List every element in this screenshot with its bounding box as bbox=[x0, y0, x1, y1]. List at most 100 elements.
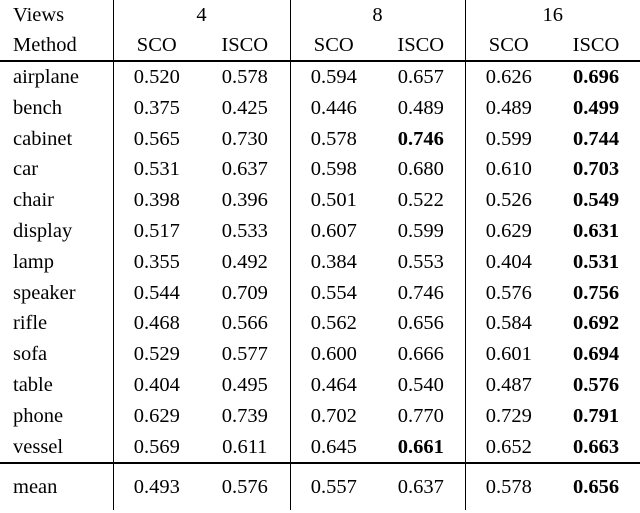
value-cell: 0.594 bbox=[289, 61, 377, 93]
value-cell: 0.610 bbox=[464, 154, 552, 186]
value-cell: 0.566 bbox=[221, 312, 268, 335]
value-cell: 0.425 bbox=[221, 96, 268, 119]
value-cell: 0.694 bbox=[572, 343, 620, 366]
method-cell: cabinet bbox=[13, 127, 73, 150]
table-row: car 0.531 0.637 0.598 0.680 0.610 0.703 bbox=[0, 154, 640, 186]
value-cell: 0.526 bbox=[464, 185, 552, 216]
value-cell: 0.562 bbox=[289, 308, 377, 340]
table-row: vessel 0.569 0.611 0.645 0.661 0.652 0.663 bbox=[0, 431, 640, 464]
table-body: airplane 0.520 0.578 0.594 0.657 0.626 0.696 be… bbox=[0, 61, 640, 511]
value-cell: 0.544 bbox=[112, 277, 200, 309]
value-cell: 0.629 bbox=[464, 215, 552, 247]
value-cell: 0.696 bbox=[572, 66, 620, 88]
group-header-8: 8 bbox=[289, 0, 465, 30]
value-cell: 0.791 bbox=[572, 404, 620, 427]
table-row: bench 0.375 0.425 0.446 0.489 0.489 0.499 bbox=[0, 92, 640, 124]
value-cell: 0.626 bbox=[464, 61, 552, 93]
value-cell: 0.489 bbox=[464, 92, 552, 124]
table-row: display 0.517 0.533 0.607 0.599 0.629 0.631 bbox=[0, 215, 640, 247]
value-cell: 0.770 bbox=[397, 404, 444, 427]
value-cell: 0.522 bbox=[397, 189, 444, 212]
value-cell: 0.576 bbox=[464, 277, 552, 309]
col-header-sco-16: SCO bbox=[464, 30, 552, 62]
value-cell: 0.578 bbox=[289, 123, 377, 155]
value-cell: 0.739 bbox=[221, 404, 268, 427]
value-cell: 0.489 bbox=[397, 96, 444, 119]
value-cell: 0.756 bbox=[572, 281, 620, 304]
value-cell: 0.656 bbox=[397, 312, 444, 335]
value-cell: 0.355 bbox=[112, 246, 200, 278]
method-cell: sofa bbox=[13, 343, 48, 366]
value-cell: 0.709 bbox=[221, 281, 268, 304]
mean-row: mean 0.493 0.576 0.557 0.637 0.578 0.656 bbox=[0, 462, 640, 511]
value-cell: 0.404 bbox=[112, 369, 200, 401]
group-header-16: 16 bbox=[464, 0, 640, 30]
value-cell: 0.501 bbox=[289, 185, 377, 216]
method-cell: table bbox=[13, 373, 53, 396]
table-row: table 0.404 0.495 0.464 0.540 0.487 0.576 bbox=[0, 369, 640, 401]
table-row: cabinet 0.565 0.730 0.578 0.746 0.599 0.744 bbox=[0, 123, 640, 155]
value-cell: 0.493 bbox=[112, 462, 200, 511]
value-cell: 0.540 bbox=[397, 373, 444, 396]
value-cell: 0.656 bbox=[552, 462, 640, 511]
table-row: rifle 0.468 0.566 0.562 0.656 0.584 0.692 bbox=[0, 308, 640, 340]
value-cell: 0.499 bbox=[572, 96, 620, 119]
value-cell: 0.578 bbox=[221, 66, 268, 88]
value-cell: 0.601 bbox=[464, 339, 552, 370]
value-cell: 0.578 bbox=[464, 462, 552, 511]
value-cell: 0.744 bbox=[572, 127, 620, 150]
method-cell: bench bbox=[13, 96, 62, 119]
value-cell: 0.517 bbox=[112, 215, 200, 247]
table-header: Views 4 8 16 Method SCO ISCO SCO ISCO SC… bbox=[0, 0, 640, 62]
value-cell: 0.533 bbox=[221, 219, 268, 242]
value-cell: 0.404 bbox=[464, 246, 552, 278]
method-cell: mean bbox=[0, 462, 113, 511]
col-header-sco-8: SCO bbox=[289, 30, 377, 62]
method-cell: lamp bbox=[13, 250, 54, 273]
table-row: sofa 0.529 0.577 0.600 0.666 0.601 0.694 bbox=[0, 339, 640, 370]
method-cell: chair bbox=[13, 189, 54, 212]
value-cell: 0.468 bbox=[112, 308, 200, 340]
value-cell: 0.599 bbox=[464, 123, 552, 155]
value-cell: 0.569 bbox=[112, 431, 200, 464]
value-cell: 0.666 bbox=[397, 343, 444, 366]
value-cell: 0.637 bbox=[221, 158, 268, 181]
table-row: chair 0.398 0.396 0.501 0.522 0.526 0.549 bbox=[0, 185, 640, 216]
col-header-isco-4: ISCO bbox=[200, 30, 290, 62]
value-cell: 0.600 bbox=[289, 339, 377, 370]
value-cell: 0.637 bbox=[377, 462, 465, 511]
method-cell: phone bbox=[13, 404, 64, 427]
value-cell: 0.576 bbox=[572, 373, 620, 396]
method-cell: airplane bbox=[13, 66, 80, 88]
views-label: Views bbox=[13, 4, 65, 26]
method-header-row: Method SCO ISCO SCO ISCO SCO ISCO bbox=[0, 30, 640, 62]
value-cell: 0.464 bbox=[289, 369, 377, 401]
method-label: Method bbox=[0, 30, 113, 62]
value-cell: 0.549 bbox=[572, 189, 620, 212]
value-cell: 0.557 bbox=[289, 462, 377, 511]
value-cell: 0.611 bbox=[222, 435, 268, 458]
value-cell: 0.661 bbox=[397, 435, 444, 458]
value-cell: 0.577 bbox=[221, 343, 268, 366]
value-cell: 0.531 bbox=[572, 250, 620, 273]
table-row: phone 0.629 0.739 0.702 0.770 0.729 0.791 bbox=[0, 400, 640, 432]
value-cell: 0.746 bbox=[397, 127, 444, 150]
value-cell: 0.553 bbox=[397, 250, 444, 273]
value-cell: 0.702 bbox=[289, 400, 377, 432]
value-cell: 0.398 bbox=[112, 185, 200, 216]
table-row: lamp 0.355 0.492 0.384 0.553 0.404 0.531 bbox=[0, 246, 640, 278]
value-cell: 0.565 bbox=[112, 123, 200, 155]
method-cell: rifle bbox=[13, 312, 48, 335]
value-cell: 0.652 bbox=[464, 431, 552, 464]
table-row: airplane 0.520 0.578 0.594 0.657 0.626 0.696 bbox=[0, 61, 640, 93]
value-cell: 0.531 bbox=[112, 154, 200, 186]
value-cell: 0.576 bbox=[200, 462, 290, 511]
value-cell: 0.703 bbox=[572, 158, 620, 181]
value-cell: 0.554 bbox=[289, 277, 377, 309]
views-header-row: Views 4 8 16 bbox=[0, 0, 640, 30]
value-cell: 0.692 bbox=[572, 312, 620, 335]
value-cell: 0.487 bbox=[464, 369, 552, 401]
table-row: speaker 0.544 0.709 0.554 0.746 0.576 0.756 bbox=[0, 277, 640, 309]
value-cell: 0.375 bbox=[112, 92, 200, 124]
col-header-isco-16: ISCO bbox=[552, 30, 640, 62]
